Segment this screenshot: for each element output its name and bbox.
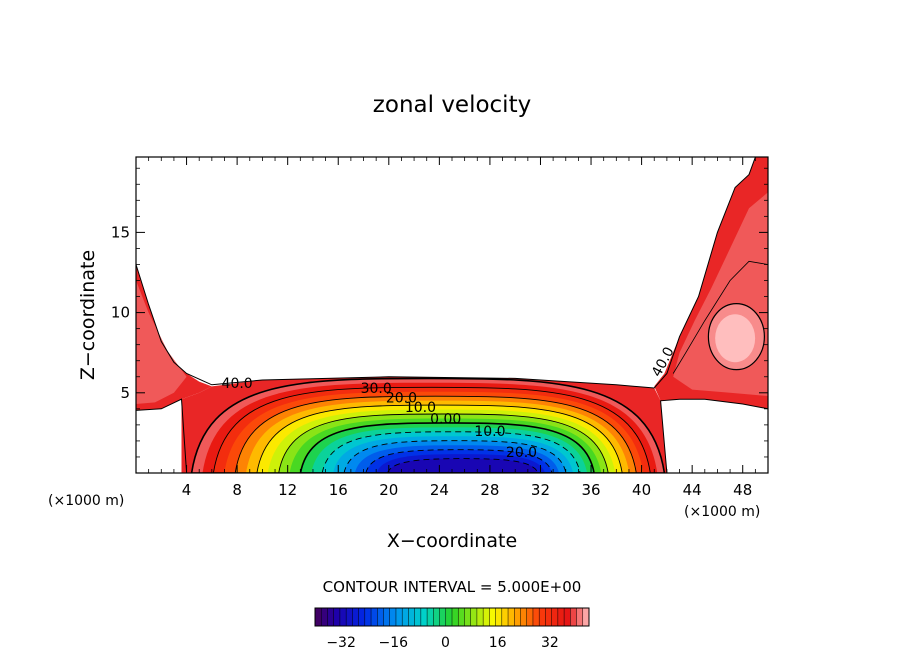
colorbar-swatch bbox=[346, 608, 353, 626]
colorbar-tick-label: 32 bbox=[541, 635, 559, 651]
right-lower-contour bbox=[660, 398, 768, 473]
contour-label: 0.00 bbox=[430, 411, 461, 427]
colorbar: −32 −16 0 16 32 bbox=[314, 607, 590, 651]
colorbar-swatch bbox=[383, 608, 391, 626]
right-inner-contour bbox=[672, 260, 768, 374]
colorbar-swatch bbox=[395, 608, 403, 626]
colorbar-tick-label: −32 bbox=[326, 635, 356, 651]
x-unit-label-right: (×1000 m) bbox=[684, 504, 760, 520]
y-axis-label: Z−coordinate bbox=[77, 250, 99, 380]
contour-label: 30.0 bbox=[361, 381, 392, 397]
colorbar-swatch bbox=[339, 608, 347, 626]
colorbar-swatch bbox=[321, 608, 328, 626]
colorbar-swatch bbox=[315, 608, 322, 626]
colorbar-swatch bbox=[364, 608, 372, 626]
x-axis-label: X−coordinate bbox=[387, 530, 517, 552]
colorbar-swatch bbox=[508, 608, 515, 626]
colorbar-swatch bbox=[358, 608, 366, 626]
colorbar-swatch bbox=[458, 608, 465, 626]
x-tick-label: 44 bbox=[683, 481, 702, 499]
colorbar-swatch bbox=[445, 608, 453, 626]
x-tick-label: 4 bbox=[182, 481, 192, 499]
colorbar-swatch bbox=[532, 608, 540, 626]
colorbar-swatch bbox=[489, 608, 496, 626]
colorbar-swatch bbox=[452, 608, 459, 626]
colorbar-swatch bbox=[576, 608, 584, 626]
right-jet-core bbox=[673, 192, 768, 396]
chart-title: zonal velocity bbox=[373, 92, 531, 118]
x-tick-label: 20 bbox=[379, 481, 398, 499]
colorbar-swatch bbox=[526, 608, 534, 626]
x-tick-label: 48 bbox=[733, 481, 752, 499]
colorbar-swatch bbox=[352, 608, 359, 626]
colorbar-swatch bbox=[333, 608, 341, 626]
x-unit-label-left: (×1000 m) bbox=[48, 493, 124, 509]
colorbar-tick-label: 0 bbox=[441, 635, 450, 651]
colorbar-swatch bbox=[483, 608, 490, 626]
outer-contour-line bbox=[136, 157, 756, 389]
colorbar-swatch bbox=[427, 608, 434, 626]
colorbar-swatch bbox=[570, 608, 577, 626]
colorbar-frame bbox=[314, 607, 590, 627]
colorbar-swatch bbox=[439, 608, 447, 626]
colorbar-swatch bbox=[377, 608, 384, 626]
contour-line--24 bbox=[365, 449, 553, 473]
contour-line-0 bbox=[299, 422, 595, 473]
right-maximum-core bbox=[715, 314, 756, 363]
contour-line-24 bbox=[234, 395, 637, 473]
contour-line-40 bbox=[190, 377, 666, 473]
colorbar-swatch bbox=[520, 608, 528, 626]
contour-fill--32 bbox=[387, 458, 538, 473]
colorbar-swatch bbox=[402, 608, 409, 626]
x-tick-label: 16 bbox=[329, 481, 348, 499]
colorbar-swatch bbox=[551, 608, 559, 626]
contour-label: 10.0 bbox=[474, 424, 505, 440]
contour-line-32 bbox=[212, 386, 651, 473]
contour-field bbox=[136, 157, 768, 473]
colorbar-swatch bbox=[582, 608, 590, 626]
y-tick-label: 15 bbox=[111, 223, 130, 241]
x-tick-label: 40 bbox=[632, 481, 651, 499]
colorbar-swatch bbox=[539, 608, 546, 626]
contour-label: 20.0 bbox=[386, 390, 417, 406]
contour-label: 40.0 bbox=[222, 376, 253, 392]
colorbar-tick-label: −16 bbox=[379, 635, 409, 651]
contour-label: 20.0 bbox=[506, 445, 537, 461]
colorbar-swatch bbox=[371, 608, 378, 626]
colorbar-swatch bbox=[470, 608, 478, 626]
colorbar-swatch bbox=[476, 608, 484, 626]
colorbar-swatch bbox=[414, 608, 422, 626]
colorbar-swatch bbox=[495, 608, 503, 626]
x-tick-label: 12 bbox=[278, 481, 297, 499]
x-tick-label: 24 bbox=[430, 481, 449, 499]
colorbar-swatch bbox=[557, 608, 565, 626]
left-lower-contour bbox=[136, 398, 188, 473]
x-tick-label: 32 bbox=[531, 481, 550, 499]
contour-interval-note: CONTOUR INTERVAL = 5.000E+00 bbox=[323, 578, 582, 596]
y-tick-label: 5 bbox=[120, 384, 130, 402]
colorbar-tick-label: 16 bbox=[489, 635, 507, 651]
contour-line-16 bbox=[256, 404, 623, 473]
colorbar-swatch bbox=[514, 608, 521, 626]
x-tick-label: 28 bbox=[480, 481, 499, 499]
colorbar-swatch bbox=[464, 608, 472, 626]
colorbar-swatch bbox=[389, 608, 397, 626]
colorbar-swatch bbox=[501, 608, 509, 626]
colorbar-swatch bbox=[420, 608, 428, 626]
colorbar-swatch bbox=[433, 608, 440, 626]
contour-label: 10.0 bbox=[405, 400, 436, 416]
colorbar-swatch bbox=[327, 608, 335, 626]
colorbar-swatch bbox=[564, 608, 571, 626]
contour-line--8 bbox=[321, 431, 581, 473]
contour-line--16 bbox=[343, 440, 567, 473]
colorbar-swatch bbox=[545, 608, 553, 626]
contour-line--32 bbox=[387, 458, 539, 473]
x-tick-label: 36 bbox=[581, 481, 600, 499]
y-tick-label: 10 bbox=[111, 304, 130, 322]
colorbar-swatch bbox=[408, 608, 416, 626]
x-tick-label: 8 bbox=[232, 481, 242, 499]
contour-line-8 bbox=[278, 413, 609, 473]
